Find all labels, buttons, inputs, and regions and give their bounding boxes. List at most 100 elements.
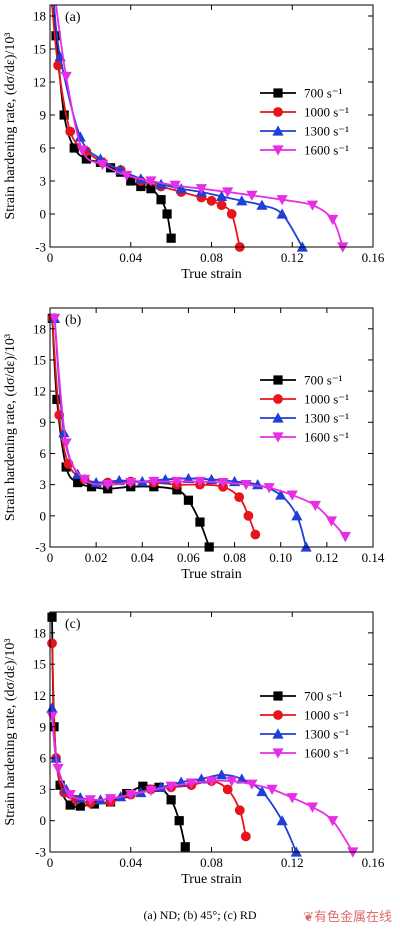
series-line-1 bbox=[51, 617, 187, 847]
y-tick-label: 18 bbox=[33, 625, 46, 640]
legend-label: 1000 s⁻¹ bbox=[304, 708, 349, 723]
watermark-logo: ❦有色金属在线 bbox=[303, 906, 392, 925]
data-point bbox=[325, 516, 338, 527]
y-tick-label: 3 bbox=[40, 174, 47, 189]
x-tick-label: 0 bbox=[47, 250, 54, 265]
x-tick-label: 0.08 bbox=[200, 250, 223, 265]
data-point bbox=[148, 476, 160, 488]
data-point bbox=[47, 638, 57, 649]
data-point bbox=[79, 474, 91, 486]
y-tick-label: 15 bbox=[33, 352, 46, 367]
plot-frame bbox=[49, 307, 374, 548]
data-point bbox=[46, 702, 58, 713]
x-tick-label: 0.08 bbox=[223, 550, 246, 565]
watermark-icon: ❦ bbox=[303, 910, 314, 925]
data-point bbox=[59, 110, 69, 120]
data-point bbox=[243, 510, 254, 521]
legend-marker bbox=[273, 88, 283, 98]
x-tick-label: 0 bbox=[47, 550, 54, 565]
data-point bbox=[64, 790, 76, 801]
x-tick-label: 0 bbox=[47, 855, 54, 870]
series-line-4 bbox=[55, 5, 344, 247]
data-point bbox=[217, 477, 229, 489]
data-point bbox=[102, 480, 114, 491]
legend-marker bbox=[272, 125, 284, 136]
y-tick-label: 12 bbox=[33, 384, 46, 399]
data-point bbox=[236, 195, 248, 206]
x-axis-label: True strain bbox=[181, 567, 242, 582]
data-point bbox=[240, 480, 252, 491]
data-point bbox=[234, 805, 245, 816]
legend-label: 700 s⁻¹ bbox=[304, 689, 343, 704]
y-tick-label: 18 bbox=[33, 9, 46, 24]
data-point bbox=[222, 187, 234, 198]
data-point bbox=[256, 785, 268, 797]
y-tick-label: 6 bbox=[40, 141, 47, 156]
legend-marker bbox=[273, 691, 283, 701]
data-point bbox=[145, 176, 157, 187]
data-point bbox=[49, 313, 61, 324]
data-point bbox=[46, 711, 58, 722]
legend-label: 1000 s⁻¹ bbox=[304, 392, 349, 407]
data-point bbox=[76, 145, 88, 156]
y-tick-label: 6 bbox=[40, 751, 47, 766]
x-tick-label: 0.12 bbox=[281, 855, 304, 870]
legend-marker bbox=[273, 394, 283, 404]
data-point bbox=[286, 793, 298, 804]
data-point bbox=[75, 801, 85, 811]
data-point bbox=[226, 209, 237, 219]
panel-label: (b) bbox=[65, 313, 82, 328]
y-tick-label: 12 bbox=[33, 688, 46, 703]
data-point bbox=[286, 490, 298, 501]
data-point bbox=[174, 816, 184, 826]
data-point bbox=[250, 529, 261, 540]
data-point bbox=[104, 794, 117, 805]
data-point bbox=[162, 209, 172, 219]
y-tick-label: 15 bbox=[33, 657, 46, 672]
data-point bbox=[222, 784, 233, 795]
y-tick-label: 0 bbox=[40, 207, 47, 222]
data-point bbox=[256, 199, 268, 210]
data-point bbox=[205, 776, 218, 787]
data-point bbox=[125, 477, 137, 489]
data-point bbox=[96, 159, 109, 171]
data-point bbox=[216, 200, 227, 211]
data-point bbox=[60, 438, 72, 449]
x-tick-label: 0.08 bbox=[200, 855, 223, 870]
y-tick-label: -3 bbox=[35, 240, 46, 255]
y-tick-label: 9 bbox=[40, 108, 47, 123]
legend-label: 1300 s⁻¹ bbox=[304, 727, 349, 742]
data-point bbox=[65, 800, 75, 810]
data-point bbox=[73, 477, 83, 488]
data-point bbox=[183, 495, 194, 505]
data-point bbox=[125, 790, 137, 801]
x-tick-label: 0.12 bbox=[315, 550, 338, 565]
data-point bbox=[171, 476, 183, 488]
series-line-3 bbox=[53, 5, 304, 247]
series-line-2 bbox=[51, 318, 257, 535]
data-point bbox=[309, 500, 321, 512]
data-point bbox=[138, 781, 148, 791]
series-line-1 bbox=[51, 5, 173, 239]
data-point bbox=[180, 842, 190, 852]
legend-label: 700 s⁻¹ bbox=[304, 373, 343, 388]
data-point bbox=[81, 154, 91, 164]
x-tick-label: 0.04 bbox=[119, 855, 142, 870]
data-point bbox=[195, 517, 205, 527]
y-tick-label: 6 bbox=[40, 446, 47, 461]
data-point bbox=[275, 489, 287, 500]
data-point bbox=[194, 476, 206, 488]
series-line-3 bbox=[53, 318, 307, 547]
data-point bbox=[263, 483, 275, 494]
legend-marker bbox=[272, 748, 284, 759]
x-tick-label: 0.16 bbox=[362, 250, 385, 265]
y-tick-label: 12 bbox=[33, 75, 46, 90]
x-tick-label: 0.04 bbox=[131, 550, 154, 565]
y-tick-label: 18 bbox=[33, 321, 46, 336]
y-tick-label: 9 bbox=[40, 719, 47, 734]
data-point bbox=[74, 131, 86, 142]
data-point bbox=[52, 763, 64, 775]
data-point bbox=[145, 785, 157, 797]
y-tick-label: 0 bbox=[40, 813, 47, 828]
